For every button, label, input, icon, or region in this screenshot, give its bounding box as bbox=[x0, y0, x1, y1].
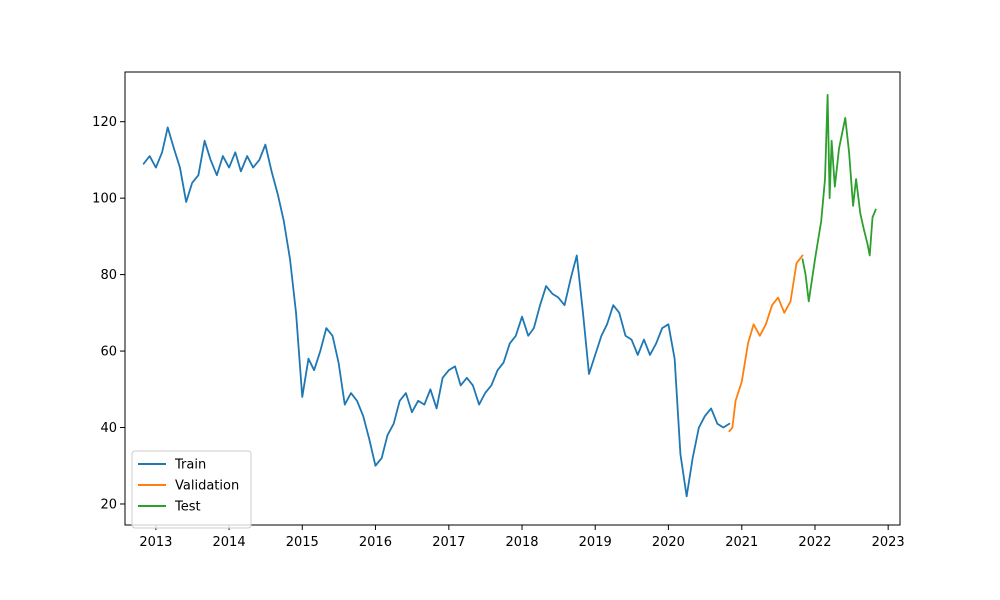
x-tick-label: 2014 bbox=[213, 535, 246, 550]
y-tick-label: 80 bbox=[100, 268, 117, 283]
y-tick-label: 20 bbox=[100, 497, 117, 512]
legend: Train Validation Test bbox=[131, 450, 252, 529]
legend-box bbox=[131, 450, 252, 529]
legend-label-validation: Validation bbox=[175, 479, 239, 494]
legend-label-train: Train bbox=[174, 458, 206, 473]
x-tick-label: 2015 bbox=[286, 535, 319, 550]
x-axis: 2013 2014 2015 2016 2017 2018 2019 2020 2021 2022… bbox=[139, 525, 905, 550]
x-tick-label: 2018 bbox=[505, 535, 538, 550]
y-tick-label: 60 bbox=[100, 345, 117, 360]
axes-frame bbox=[124, 71, 901, 526]
x-tick-label: 2023 bbox=[872, 535, 905, 550]
series-line-test bbox=[801, 94, 877, 303]
plot-area bbox=[142, 94, 877, 498]
legend-label-test: Test bbox=[174, 500, 201, 515]
series-line-validation bbox=[728, 254, 804, 433]
x-tick-label: 2022 bbox=[798, 535, 831, 550]
x-tick-label: 2017 bbox=[432, 535, 465, 550]
x-tick-label: 2016 bbox=[359, 535, 392, 550]
y-tick-label: 120 bbox=[92, 115, 117, 130]
x-tick-label: 2021 bbox=[725, 535, 758, 550]
series-line-train bbox=[142, 126, 731, 498]
x-tick-label: 2020 bbox=[652, 535, 685, 550]
y-tick-label: 40 bbox=[100, 421, 117, 436]
y-axis: 20 40 60 80 100 120 bbox=[92, 115, 125, 512]
x-tick-label: 2013 bbox=[139, 535, 172, 550]
y-tick-label: 100 bbox=[92, 192, 117, 207]
x-tick-label: 2019 bbox=[579, 535, 612, 550]
